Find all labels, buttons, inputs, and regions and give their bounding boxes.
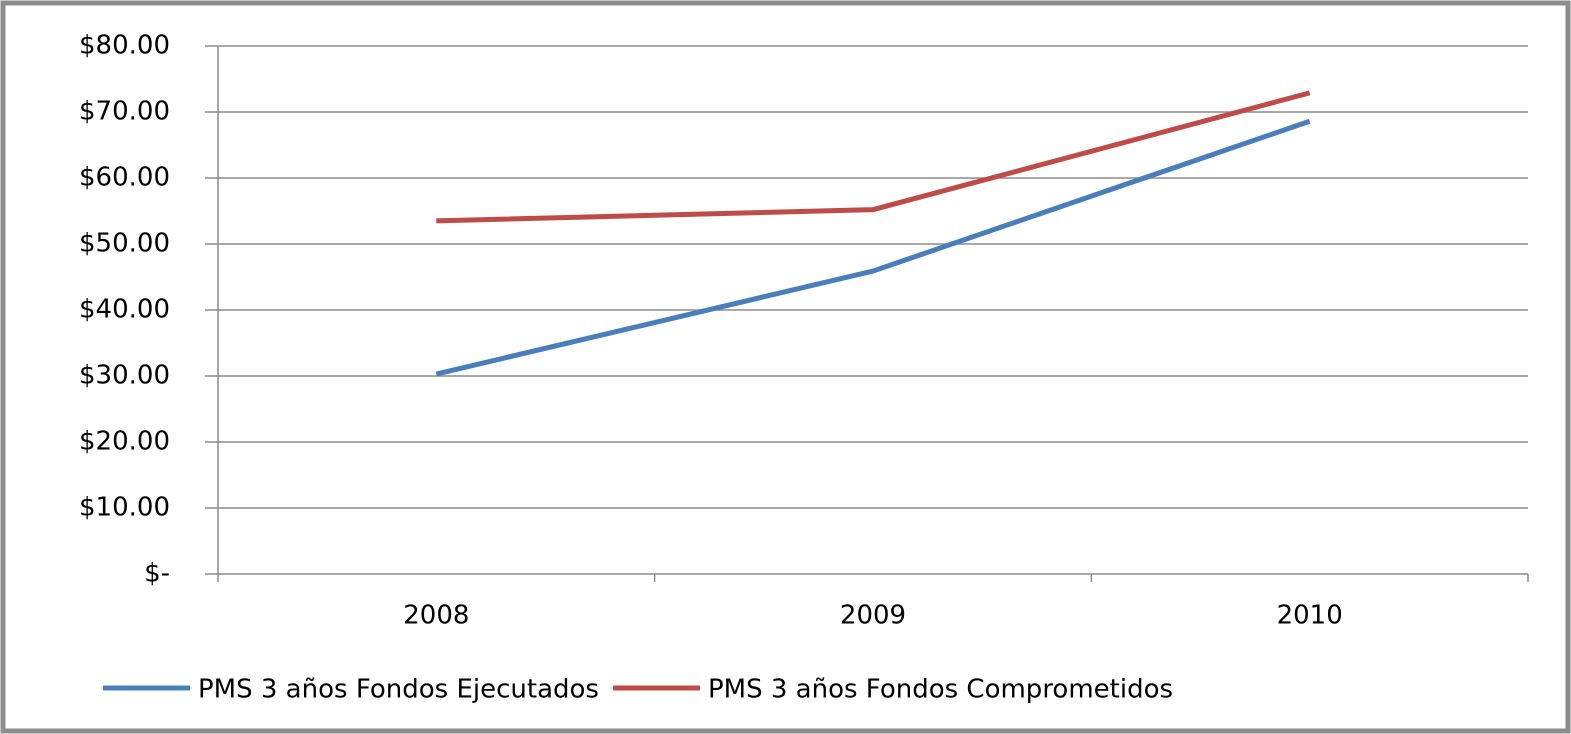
x-tick-label: 2010 (1277, 601, 1343, 631)
y-tick-label: $50.00 (79, 229, 170, 259)
series-line (435, 118, 1311, 377)
legend-label: PMS 3 años Fondos Comprometidos (708, 675, 1173, 705)
y-tick-label: $40.00 (79, 295, 170, 325)
y-tick-label: $- (144, 559, 170, 589)
series-line (436, 90, 1311, 224)
y-tick-label: $30.00 (79, 361, 170, 391)
y-tick-label: $80.00 (79, 31, 170, 61)
y-tick-label: $60.00 (79, 163, 170, 193)
x-tick-label: 2009 (840, 601, 906, 631)
legend-label: PMS 3 años Fondos Ejecutados (198, 675, 599, 705)
y-tick-label: $20.00 (79, 427, 170, 457)
y-tick-label: $70.00 (79, 97, 170, 127)
x-tick-label: 2008 (403, 601, 469, 631)
y-tick-label: $10.00 (79, 493, 170, 523)
